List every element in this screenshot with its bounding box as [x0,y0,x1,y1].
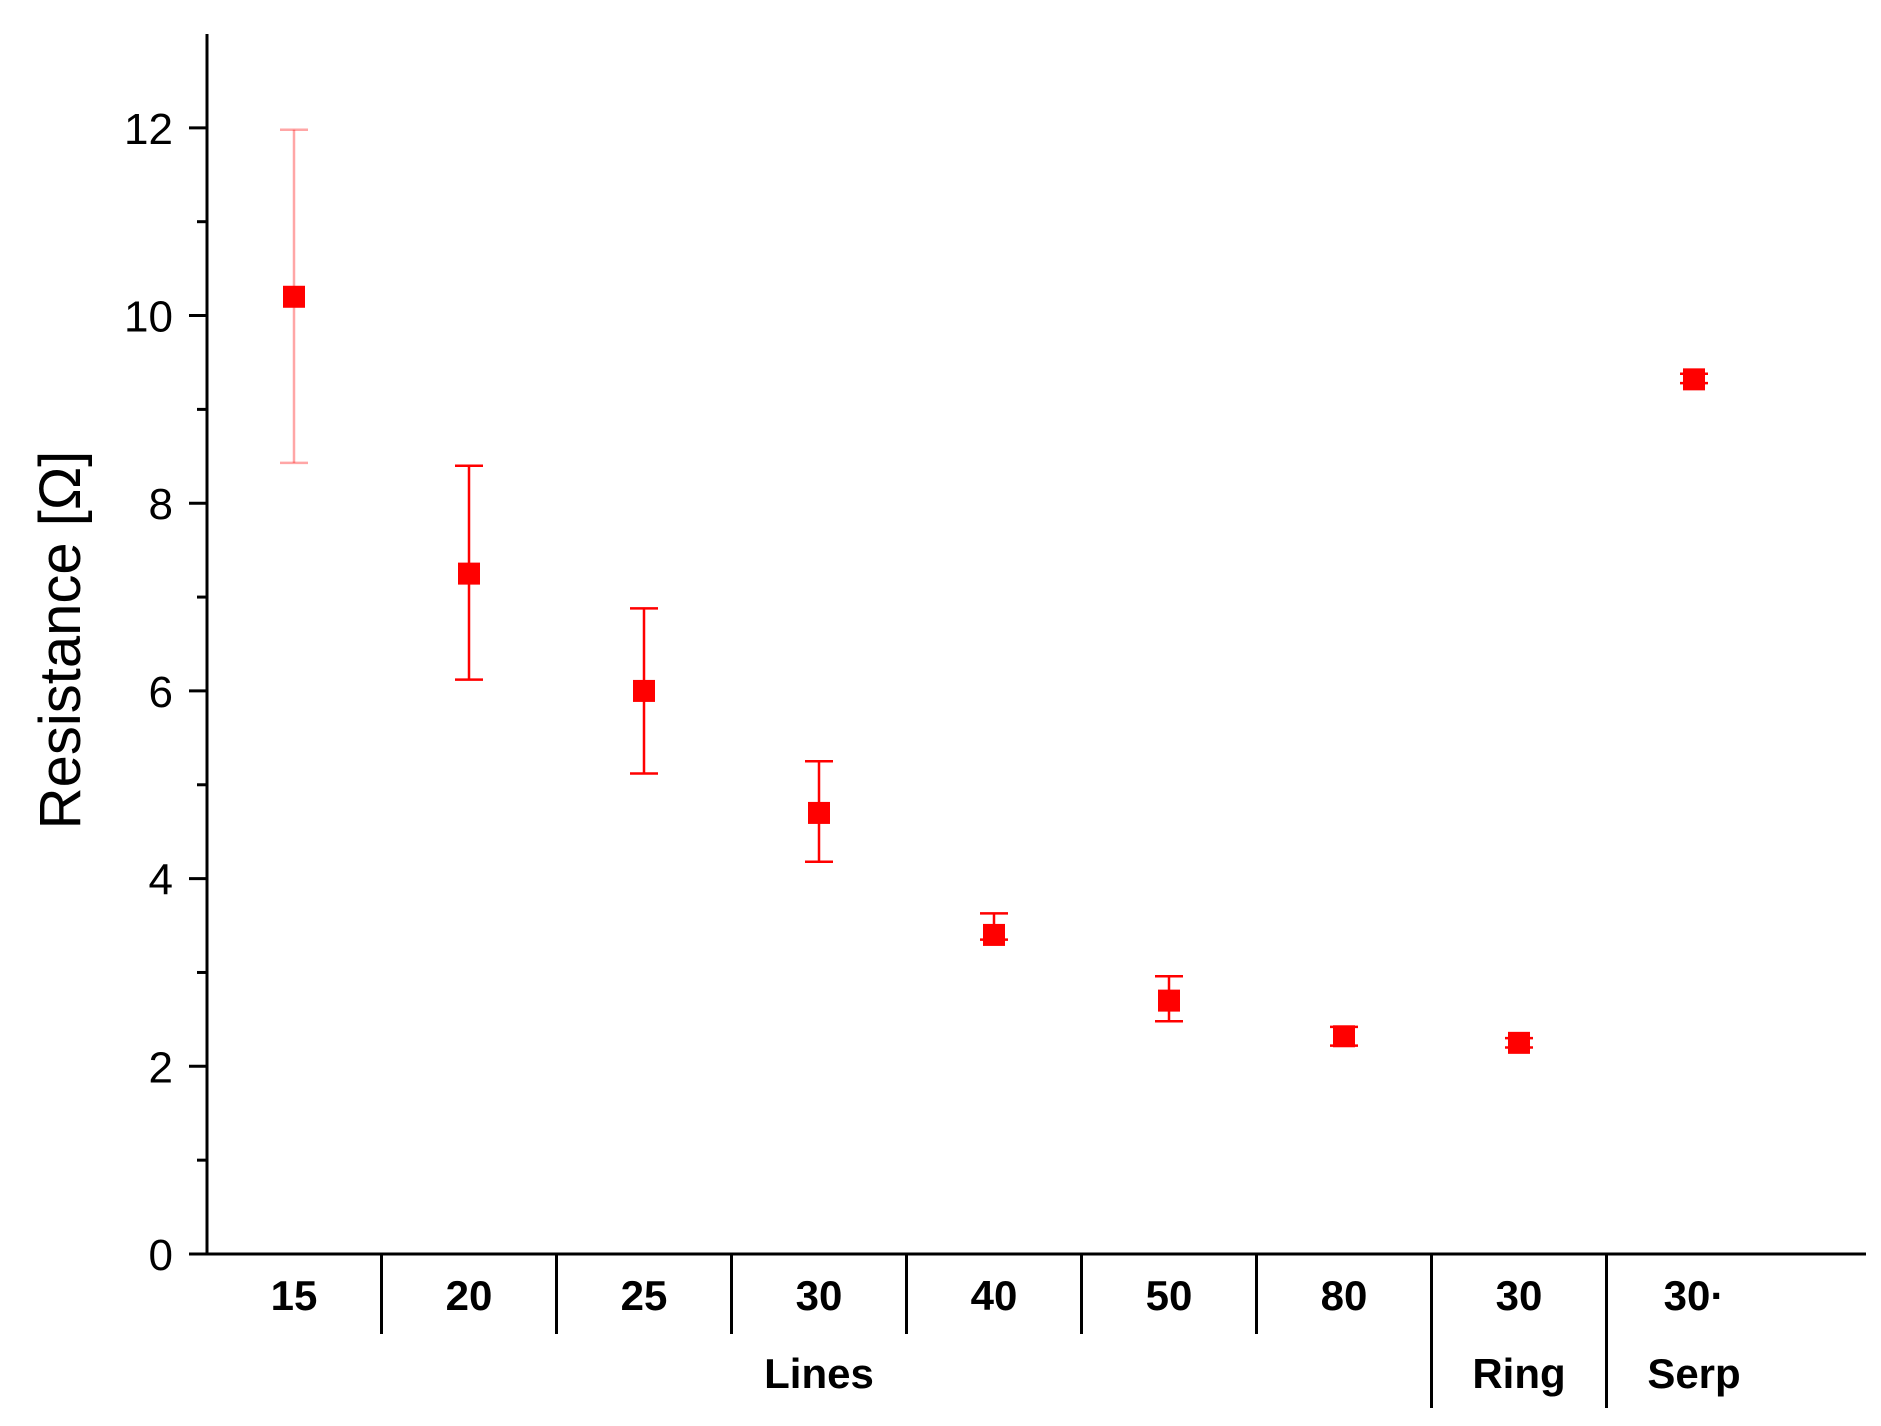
data-point [283,285,305,308]
y-tick-label: 8 [149,480,173,529]
x-tick-label: 50 [1146,1272,1193,1319]
y-tick-label: 10 [124,293,173,342]
axes [189,34,1866,1408]
x-tick-label: 15 [271,1272,318,1319]
x-tick-label: 20 [446,1272,493,1319]
group-label: Lines [764,1350,874,1397]
y-tick-label: 4 [149,856,173,905]
data-points [283,285,1705,1054]
x-tick-label: 30 [796,1272,843,1319]
data-point [1158,989,1180,1012]
y-tick-label: 6 [149,668,173,717]
y-tick-label: 2 [149,1043,173,1092]
data-point [1508,1031,1530,1054]
axis-labels: 0 2 4 6 8 10 12 15 20 25 30 40 50 80 30 30· Lines Ring Ser… [124,105,1741,1397]
data-point [458,562,480,585]
x-tick-label: 80 [1321,1272,1368,1319]
x-tick-label: 25 [621,1272,668,1319]
error-bars [280,128,1708,1049]
data-point [1333,1025,1355,1048]
y-axis-title: Resistance [Ω] [28,451,93,830]
data-point [983,923,1005,946]
data-point [633,679,655,702]
data-point [1683,368,1705,391]
y-tick-label: 12 [124,105,173,154]
group-label: Serp [1647,1350,1740,1397]
x-tick-label: 30· [1664,1272,1725,1319]
y-tick-label: 0 [149,1231,173,1280]
data-point [808,801,830,824]
x-tick-label: 30 [1496,1272,1543,1319]
group-label: Ring [1472,1350,1565,1397]
x-tick-label: 40 [971,1272,1018,1319]
